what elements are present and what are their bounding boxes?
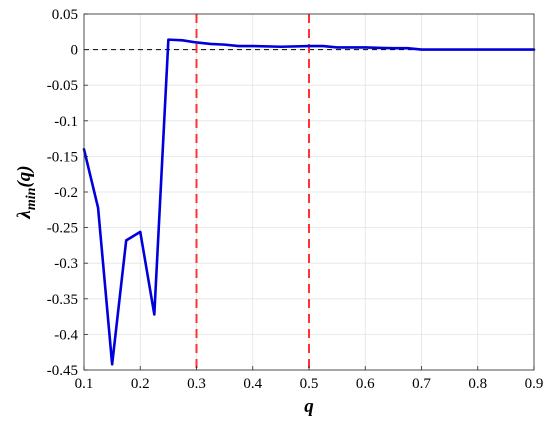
x-tick-label: 0.1 [75,376,94,392]
reference-lines [84,14,534,370]
y-axis-label-main: λ [14,210,35,219]
x-tick-label: 0.6 [356,376,375,392]
x-tick-label: 0.5 [300,376,319,392]
x-tick-label: 0.8 [468,376,487,392]
y-tick-label: -0.45 [47,363,78,379]
y-tick-label: 0.05 [52,7,78,23]
y-tick-label: -0.3 [54,256,78,272]
y-tick-label: -0.4 [54,327,78,343]
x-tick-label: 0.7 [412,376,431,392]
x-axis-ticks: 0.1 0.2 0.3 0.4 0.5 0.6 0.7 0.8 0.9 [75,366,544,392]
y-tick-label: -0.15 [47,149,78,165]
y-tick-label: -0.1 [54,114,78,130]
y-tick-label: -0.35 [47,292,78,308]
x-tick-label: 0.2 [131,376,150,392]
y-axis-label: λmin(q) [14,165,39,219]
y-tick-label: 0 [71,43,79,59]
series-line [82,38,536,366]
y-axis-label-sub: min [24,187,39,210]
y-axis-ticks: 0.05 0 -0.05 -0.1 -0.15 -0.2 -0.25 -0.3 -0.35 -0.… [47,7,88,379]
x-tick-label: 0.3 [187,376,206,392]
y-tick-label: -0.25 [47,221,78,237]
y-tick-label: -0.05 [47,78,78,94]
series-group [82,38,536,366]
x-tick-label: 0.4 [243,376,262,392]
x-tick-label: 0.9 [525,376,544,392]
y-tick-label: -0.2 [54,185,78,201]
x-axis-label: q [304,396,314,417]
y-axis-label-tail: (q) [14,165,35,187]
